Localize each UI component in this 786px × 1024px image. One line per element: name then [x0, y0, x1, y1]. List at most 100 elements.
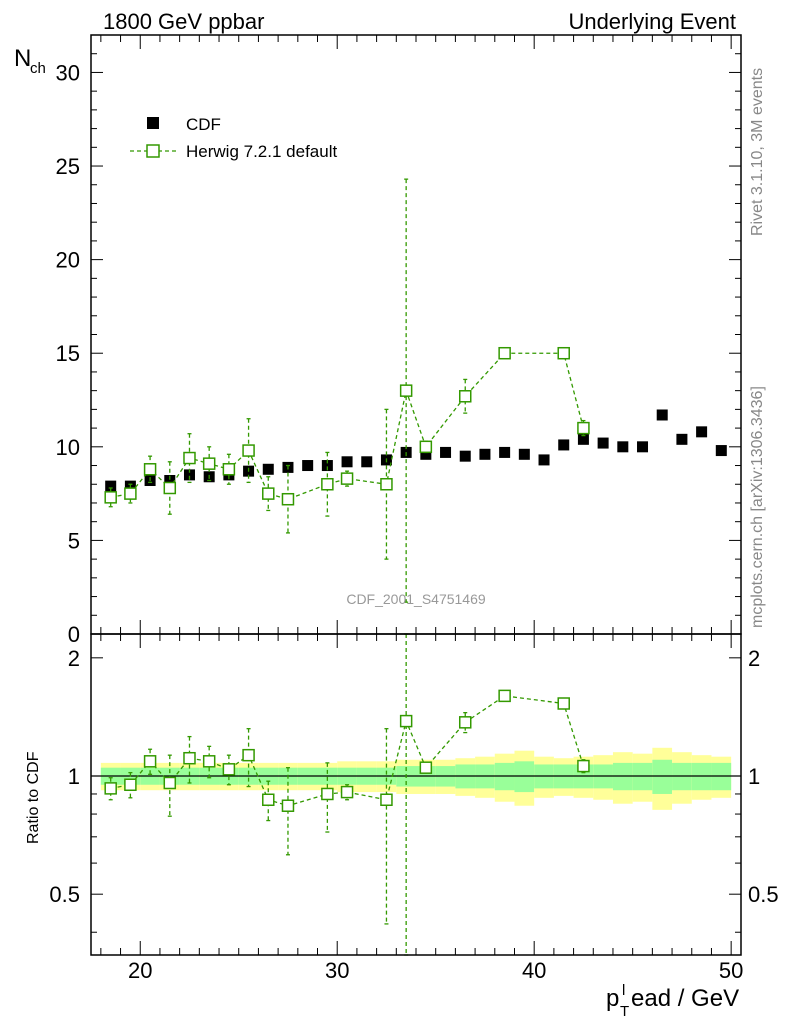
herwig-ratio-data-point: [262, 793, 275, 807]
herwig-data-point: [557, 346, 570, 360]
legend-cdf-label: CDF: [186, 115, 221, 134]
x-axis-title: p T l ead / GeV: [606, 982, 739, 1020]
legend: CDF Herwig 7.2.1 default: [130, 115, 337, 161]
main-series-layer: [104, 178, 727, 603]
cdf-data-point: [440, 446, 452, 458]
cdf-data-point: [715, 445, 727, 457]
herwig-data-point: [202, 457, 216, 470]
cdf-data-point: [696, 426, 708, 438]
main-y-tick-label: 20: [56, 248, 80, 273]
herwig-ratio-data-point: [458, 716, 472, 729]
cdf-data-point: [302, 460, 314, 472]
x-tick-label: 50: [719, 958, 743, 983]
x-tick-label: 40: [522, 958, 546, 983]
herwig-data-point: [498, 346, 511, 360]
cdf-data-point: [321, 460, 333, 472]
y-axis-title-main: N ch: [14, 45, 46, 77]
svg-text:p: p: [606, 985, 619, 1012]
mcplots-info-label: mcplots.cern.ch [arXiv:1306.3436]: [749, 386, 766, 628]
herwig-ratio-data-point: [222, 763, 236, 776]
cdf-data-point: [518, 448, 530, 460]
analysis-label: CDF_2001_S4751469: [346, 591, 486, 607]
herwig-ratio-data-point: [143, 755, 157, 768]
herwig-data-point: [124, 487, 137, 500]
herwig-ratio-data-point: [281, 799, 295, 812]
herwig-data-point: [183, 451, 196, 465]
cdf-data-point: [105, 480, 117, 492]
herwig-data-point: [380, 478, 393, 491]
herwig-ratio-data-point: [202, 755, 216, 768]
herwig-ratio-data-point: [183, 751, 196, 765]
herwig-data-point: [340, 472, 354, 485]
ratio-y-tick-label-left: 1: [68, 764, 80, 789]
ratio-panel-frame: [90, 633, 742, 956]
cdf-data-point: [538, 454, 550, 466]
rivet-info-label: Rivet 3.1.10, 3M events: [749, 68, 766, 236]
cdf-data-point: [597, 437, 609, 449]
herwig-data-point: [222, 463, 236, 476]
cdf-data-point: [420, 448, 432, 460]
herwig-data-point: [262, 487, 275, 500]
axes-layer: 0 5 10 15 20 25 30 0.5 0.5 1 1 2 2 20 30 40 50: [49, 34, 779, 983]
header-left-label: 1800 GeV ppbar: [103, 9, 264, 34]
herwig-data-point: [242, 444, 255, 457]
main-y-tick-label: 30: [56, 60, 80, 85]
svg-text:T: T: [620, 1003, 629, 1020]
cdf-data-point: [577, 433, 589, 445]
ratio-series-layer: [104, 633, 590, 956]
cdf-data-point: [459, 450, 471, 462]
herwig-ratio-data-point: [380, 793, 393, 807]
main-y-tick-label: 5: [68, 528, 80, 553]
cdf-data-point: [617, 441, 629, 453]
cdf-data-point: [479, 448, 491, 460]
cdf-data-point: [558, 439, 570, 451]
main-y-tick-label: 25: [56, 154, 80, 179]
ratio-y-tick-label-left: 2: [68, 646, 80, 671]
cdf-data-point: [656, 409, 668, 421]
svg-text:N: N: [14, 45, 31, 72]
cdf-data-point: [164, 475, 176, 487]
herwig-ratio-data-point: [557, 697, 570, 710]
cdf-data-point: [341, 456, 353, 468]
herwig-data-point: [419, 440, 433, 454]
legend-cdf-marker: [147, 117, 159, 129]
herwig-ratio-data-point: [577, 759, 590, 773]
ratio-band-stat: [652, 759, 673, 794]
herwig-ratio-data-point: [321, 787, 334, 801]
herwig-ratio-data-point: [340, 785, 354, 799]
herwig-data-point: [104, 491, 117, 504]
legend-herwig-label: Herwig 7.2.1 default: [186, 142, 337, 161]
x-tick-label: 30: [325, 958, 349, 983]
herwig-ratio-data-point: [104, 782, 117, 795]
herwig-data-point: [163, 481, 177, 495]
ratio-y-tick-label-right: 0.5: [748, 882, 779, 907]
herwig-ratio-data-point: [163, 776, 177, 790]
herwig-data-point: [399, 384, 413, 397]
svg-text:ch: ch: [30, 60, 46, 77]
cdf-data-point: [637, 441, 649, 453]
ratio-band-stat: [514, 761, 535, 793]
cdf-data-point: [262, 463, 274, 475]
herwig-data-point: [321, 478, 334, 491]
cdf-data-point: [361, 456, 373, 468]
ratio-y-tick-label-right: 2: [748, 646, 760, 671]
herwig-data-point: [143, 463, 157, 476]
herwig-ratio-data-point: [242, 748, 255, 762]
ratio-y-tick-label-left: 0.5: [49, 882, 80, 907]
y-axis-title-ratio: Ratio to CDF: [25, 751, 42, 844]
main-y-tick-label: 10: [56, 435, 80, 460]
herwig-ratio-data-point: [399, 714, 413, 728]
main-y-tick-label: 0: [68, 622, 80, 647]
cdf-data-point: [676, 433, 688, 445]
herwig-data-point: [458, 390, 472, 403]
header-right-label: Underlying Event: [568, 9, 736, 34]
herwig-data-point: [577, 421, 590, 435]
cdf-data-point: [183, 469, 195, 481]
ratio-y-tick-label-right: 1: [748, 764, 760, 789]
herwig-ratio-data-point: [124, 778, 137, 792]
x-tick-label: 20: [128, 958, 152, 983]
legend-herwig-marker: [146, 144, 160, 158]
main-y-tick-label: 15: [56, 341, 80, 366]
